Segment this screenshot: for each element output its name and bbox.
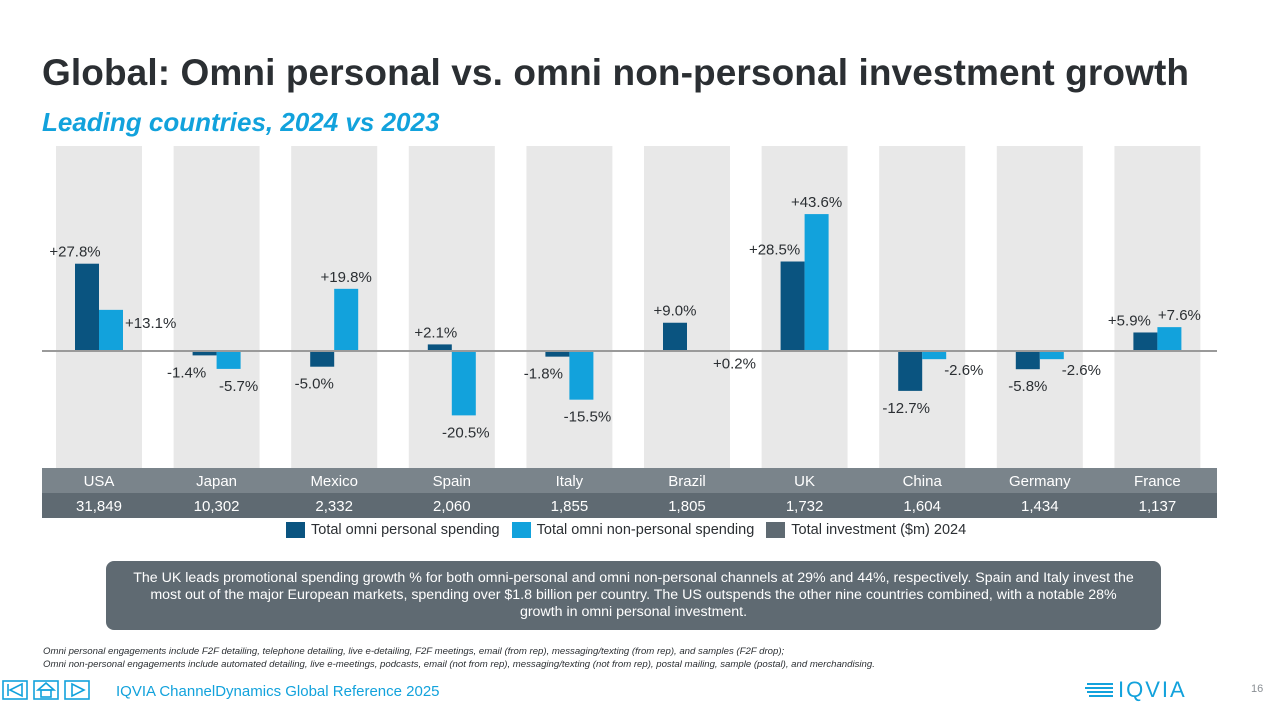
bar [545,351,570,357]
data-label: +7.6% [1158,307,1201,324]
bar [99,309,123,351]
investment-value: 10,302 [194,498,240,515]
footnote-non-personal: Omni non-personal engagements include au… [43,659,875,670]
legend-label-total-investment: Total investment ($m) 2024 [791,522,967,538]
investment-value: 1,855 [551,498,589,515]
logo-text: IQVIA [1118,677,1187,702]
data-label: -1.4% [167,364,206,381]
investment-value: 1,805 [668,498,706,515]
logo-lines-icon [1085,683,1113,697]
data-label: +5.9% [1108,312,1151,329]
x-tick-label: France [1134,473,1181,490]
bar [334,288,359,351]
legend-swatch-personal [286,522,305,538]
slide-navigation [2,680,90,700]
home-icon[interactable] [33,680,59,700]
column-panel [644,146,730,468]
column-panel [1114,146,1201,468]
legend-label-personal: Total omni personal spending [311,522,500,538]
data-label: -2.6% [944,362,983,379]
next-page-icon[interactable] [64,680,90,700]
bar-chart: +27.8% -1.4% -5.0% +2.1% -1.8% +9.0% +28.5% -12… [42,146,1217,518]
data-label: +43.6% [791,194,842,211]
callout-text: The UK leads promotional spending growth… [133,570,1134,620]
bar [75,263,99,351]
data-label: -20.5% [442,424,490,441]
investment-value: 2,332 [315,498,353,515]
footer-reference: IQVIA ChannelDynamics Global Reference 2… [116,683,440,700]
investment-value: 1,604 [903,498,941,515]
data-label: -2.6% [1062,362,1101,379]
x-tick-label: Italy [556,473,584,490]
page-subtitle: Leading countries, 2024 vs 2023 [42,107,440,137]
x-tick-label: Germany [1009,473,1071,490]
data-label: -1.8% [524,366,563,383]
column-panel [526,146,613,468]
data-label: -15.5% [564,409,612,426]
bar [569,351,594,400]
legend-item-total-investment: Total investment ($m) 2024 [766,522,966,538]
column-panel [408,146,495,468]
iqvia-logo: IQVIA [1085,677,1187,703]
data-label: +2.1% [414,324,457,341]
investment-value: 31,849 [76,498,122,515]
data-label: -5.7% [219,378,258,395]
investment-value: 1,434 [1021,498,1059,515]
bar [1157,327,1182,351]
x-tick-label: Brazil [668,473,706,490]
data-label: -12.7% [882,400,930,417]
bar [1039,351,1064,360]
investment-band [42,493,1217,518]
x-tick-label: Mexico [310,473,358,490]
bar [451,351,476,416]
legend-item-non-personal: Total omni non-personal spending [511,522,755,538]
investment-value: 2,060 [433,498,471,515]
bar [1133,332,1158,351]
x-tick-label: UK [794,473,815,490]
bar [922,351,947,360]
legend-item-personal: Total omni personal spending [286,522,500,538]
data-label: -5.0% [295,376,334,393]
data-label: +19.8% [321,269,372,286]
x-tick-label: USA [84,473,115,490]
x-tick-label: Japan [196,473,237,490]
page-number: 16 [1251,683,1264,695]
first-page-icon[interactable] [2,680,28,700]
x-tick-label: China [903,473,943,490]
page-title: Global: Omni personal vs. omni non-perso… [42,52,1190,93]
column-panel [996,146,1083,468]
bar [1015,351,1040,370]
investment-value: 1,137 [1139,498,1177,515]
data-label: +28.5% [749,242,800,259]
x-tick-label: Spain [433,473,471,490]
bar [310,351,335,367]
legend-swatch-non-personal [511,522,531,538]
data-label: +13.1% [125,315,176,332]
footnotes: Omni personal engagements include F2F de… [43,645,875,671]
chart-legend: Total omni personal spending Total omni … [286,522,966,538]
bar [427,344,452,351]
footnote-personal: Omni personal engagements include F2F de… [43,646,785,657]
data-label: +27.8% [49,244,100,261]
investment-value: 1,732 [786,498,824,515]
bar [804,214,829,351]
bar [663,322,687,351]
data-label: +0.2% [713,355,756,372]
data-label: +9.0% [654,303,697,320]
category-band [42,468,1217,493]
legend-swatch-total-investment [766,522,786,538]
bar [192,351,217,356]
bar [898,351,923,391]
legend-label-non-personal: Total omni non-personal spending [536,522,755,538]
column-panel [879,146,966,468]
key-insight-callout: The UK leads promotional spending growth… [106,561,1161,630]
bar [216,351,241,369]
column-panel [173,146,260,468]
bar [780,261,805,351]
data-label: -5.8% [1008,378,1047,395]
